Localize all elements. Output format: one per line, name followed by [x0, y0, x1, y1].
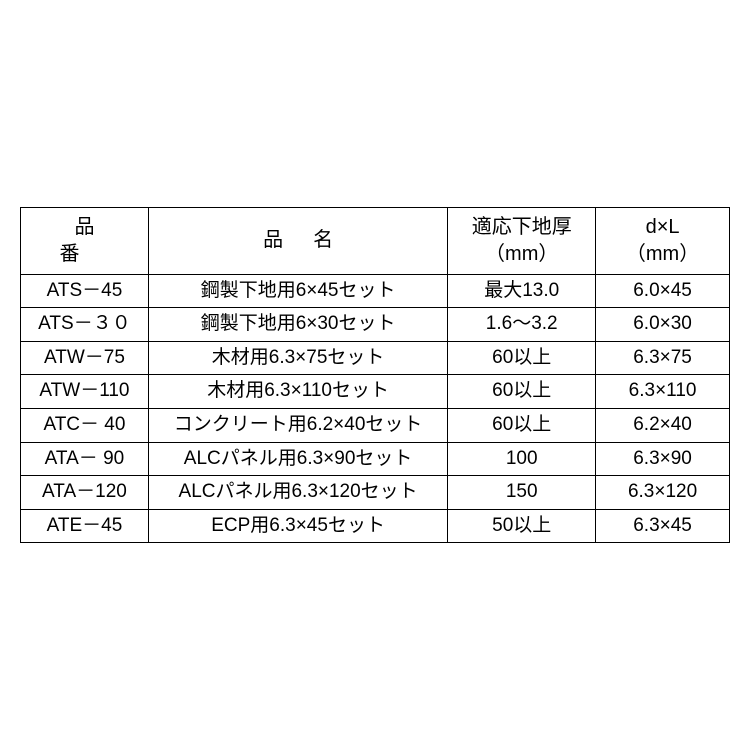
- cell-code: ATA－ 90: [21, 442, 149, 476]
- cell-dl: 6.0×45: [596, 274, 730, 308]
- cell-dl: 6.3×120: [596, 476, 730, 510]
- header-thickness: 適応下地厚 （mm）: [448, 207, 596, 274]
- cell-dl: 6.0×30: [596, 308, 730, 342]
- cell-code: ATE－45: [21, 509, 149, 543]
- cell-thickness: 1.6～3.2: [448, 308, 596, 342]
- cell-dl: 6.2×40: [596, 409, 730, 443]
- cell-code: ATC－ 40: [21, 409, 149, 443]
- cell-dl: 6.3×110: [596, 375, 730, 409]
- header-thickness-line1: 適応下地厚: [472, 216, 572, 238]
- header-dl: d×L （mm）: [596, 207, 730, 274]
- cell-code: ATA－120: [21, 476, 149, 510]
- cell-name: ALCパネル用6.3×120セット: [148, 476, 447, 510]
- table-row: ATW－110 木材用6.3×110セット 60以上 6.3×110: [21, 375, 730, 409]
- table-row: ATS－３０ 鋼製下地用6×30セット 1.6～3.2 6.0×30: [21, 308, 730, 342]
- cell-thickness: 60以上: [448, 375, 596, 409]
- cell-name: ECP用6.3×45セット: [148, 509, 447, 543]
- cell-dl: 6.3×45: [596, 509, 730, 543]
- header-name-text: 品名: [233, 229, 363, 251]
- table-row: ATE－45 ECP用6.3×45セット 50以上 6.3×45: [21, 509, 730, 543]
- cell-code: ATW－110: [21, 375, 149, 409]
- header-code: 品番: [21, 207, 149, 274]
- header-name: 品名: [148, 207, 447, 274]
- table-header: 品番 品名 適応下地厚 （mm） d×L （mm）: [21, 207, 730, 274]
- header-dl-line2: （mm）: [626, 243, 699, 265]
- cell-name: 鋼製下地用6×30セット: [148, 308, 447, 342]
- cell-thickness: 50以上: [448, 509, 596, 543]
- table-row: ATS－45 鋼製下地用6×45セット 最大13.0 6.0×45: [21, 274, 730, 308]
- cell-name: コンクリート用6.2×40セット: [148, 409, 447, 443]
- header-row: 品番 品名 適応下地厚 （mm） d×L （mm）: [21, 207, 730, 274]
- cell-thickness: 100: [448, 442, 596, 476]
- header-dl-line1: d×L: [646, 216, 680, 238]
- cell-thickness: 60以上: [448, 409, 596, 443]
- cell-code: ATS－３０: [21, 308, 149, 342]
- cell-dl: 6.3×90: [596, 442, 730, 476]
- cell-name: 木材用6.3×75セット: [148, 341, 447, 375]
- table-row: ATW－75 木材用6.3×75セット 60以上 6.3×75: [21, 341, 730, 375]
- cell-code: ATW－75: [21, 341, 149, 375]
- cell-name: 木材用6.3×110セット: [148, 375, 447, 409]
- header-thickness-line2: （mm）: [485, 243, 558, 265]
- product-spec-table: 品番 品名 適応下地厚 （mm） d×L （mm） ATS－45 鋼製下地用6×…: [20, 207, 730, 544]
- cell-dl: 6.3×75: [596, 341, 730, 375]
- cell-thickness: 最大13.0: [448, 274, 596, 308]
- cell-name: 鋼製下地用6×45セット: [148, 274, 447, 308]
- header-code-text: 品番: [44, 216, 124, 265]
- page-container: 品番 品名 適応下地厚 （mm） d×L （mm） ATS－45 鋼製下地用6×…: [0, 0, 750, 750]
- table-row: ATA－120 ALCパネル用6.3×120セット 150 6.3×120: [21, 476, 730, 510]
- cell-thickness: 150: [448, 476, 596, 510]
- cell-code: ATS－45: [21, 274, 149, 308]
- table-row: ATA－ 90 ALCパネル用6.3×90セット 100 6.3×90: [21, 442, 730, 476]
- table-row: ATC－ 40 コンクリート用6.2×40セット 60以上 6.2×40: [21, 409, 730, 443]
- table-body: ATS－45 鋼製下地用6×45セット 最大13.0 6.0×45 ATS－３０…: [21, 274, 730, 543]
- cell-name: ALCパネル用6.3×90セット: [148, 442, 447, 476]
- cell-thickness: 60以上: [448, 341, 596, 375]
